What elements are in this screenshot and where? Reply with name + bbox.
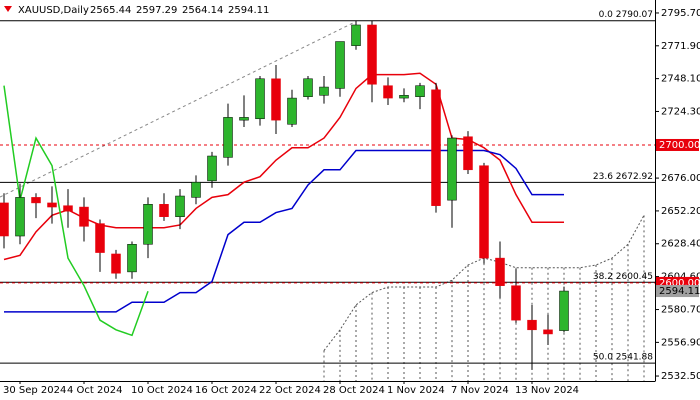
fib-label: 38.2 2600.45: [593, 272, 653, 282]
x-tick-label: 28 Oct 2024: [323, 385, 385, 396]
price-box-label: 2700.00: [659, 140, 700, 151]
candle-body: [191, 181, 201, 198]
candle-body: [399, 95, 409, 99]
candle-body: [239, 117, 249, 121]
x-tick-label: 22 Oct 2024: [259, 385, 321, 396]
candle-body: [175, 195, 185, 217]
x-tick-label: 10 Oct 2024: [131, 385, 193, 396]
candle-body: [543, 329, 553, 335]
candle-body: [31, 197, 41, 204]
candle-body: [95, 223, 105, 253]
candle-body: [559, 290, 569, 331]
candle-body: [15, 197, 25, 237]
candle-body: [447, 137, 457, 201]
candle-body: [479, 165, 489, 259]
candle-body: [415, 85, 425, 97]
candle-body: [207, 155, 217, 182]
fib-label: 23.6 2672.92: [593, 172, 653, 182]
fib-label: 0.0 2790.07: [599, 10, 653, 20]
x-tick-label: 7 Nov 2024: [451, 385, 509, 396]
candle-body: [303, 78, 313, 97]
candle-body: [431, 89, 441, 206]
candle-body: [47, 202, 57, 208]
candle-body: [287, 97, 297, 125]
candle-body: [495, 257, 505, 286]
price-box-label: 2600.00: [659, 278, 700, 289]
y-tick-label: 2748.10: [661, 74, 700, 85]
candle-body: [79, 206, 89, 227]
candle-body: [0, 202, 9, 237]
x-tick-label: 30 Sep 2024: [3, 385, 66, 396]
fib-label: 50.0 2541.88: [593, 353, 653, 363]
candle-body: [463, 136, 473, 171]
y-tick-label: 2580.70: [661, 305, 700, 316]
header-symbol: XAUUSD,Daily: [18, 5, 89, 16]
y-tick-label: 2532.50: [661, 371, 700, 382]
candle-body: [351, 24, 361, 46]
header-low: 2564.14: [182, 5, 223, 16]
y-tick-label: 2628.40: [661, 239, 700, 250]
header-open: 2565.44: [90, 5, 131, 16]
y-tick-label: 2771.90: [661, 41, 700, 52]
price-box-label: 2594.11: [659, 286, 700, 297]
candle-body: [159, 204, 169, 217]
header-high: 2597.29: [136, 5, 177, 16]
indicator-line: [3, 85, 149, 337]
candle-body: [223, 117, 233, 158]
x-tick-label: 1 Nov 2024: [387, 385, 445, 396]
candle-body: [111, 253, 121, 274]
candle-body: [319, 86, 329, 96]
candle-body: [335, 41, 345, 89]
candle-body: [367, 24, 377, 85]
header-close: 2594.11: [228, 5, 269, 16]
candle-body: [255, 78, 265, 120]
candle-body: [271, 78, 281, 121]
y-tick-label: 2676.00: [661, 173, 700, 184]
price-box: [656, 285, 699, 298]
y-tick-label: 2556.90: [661, 337, 700, 348]
x-tick-label: 4 Oct 2024: [67, 385, 122, 396]
candle-body: [511, 285, 521, 321]
candle-body: [127, 244, 137, 273]
y-tick-label: 2724.30: [661, 106, 700, 117]
x-tick-label: 13 Nov 2024: [515, 385, 579, 396]
x-tick-label: 16 Oct 2024: [195, 385, 257, 396]
candle-body: [143, 204, 153, 245]
candle-body: [527, 319, 537, 331]
y-tick-label: 2652.20: [661, 206, 700, 217]
candle-body: [383, 85, 393, 99]
price-box: [656, 138, 699, 151]
candle-body: [63, 205, 73, 212]
y-tick-label: 2795.70: [661, 8, 700, 19]
header-icon: [4, 6, 12, 12]
